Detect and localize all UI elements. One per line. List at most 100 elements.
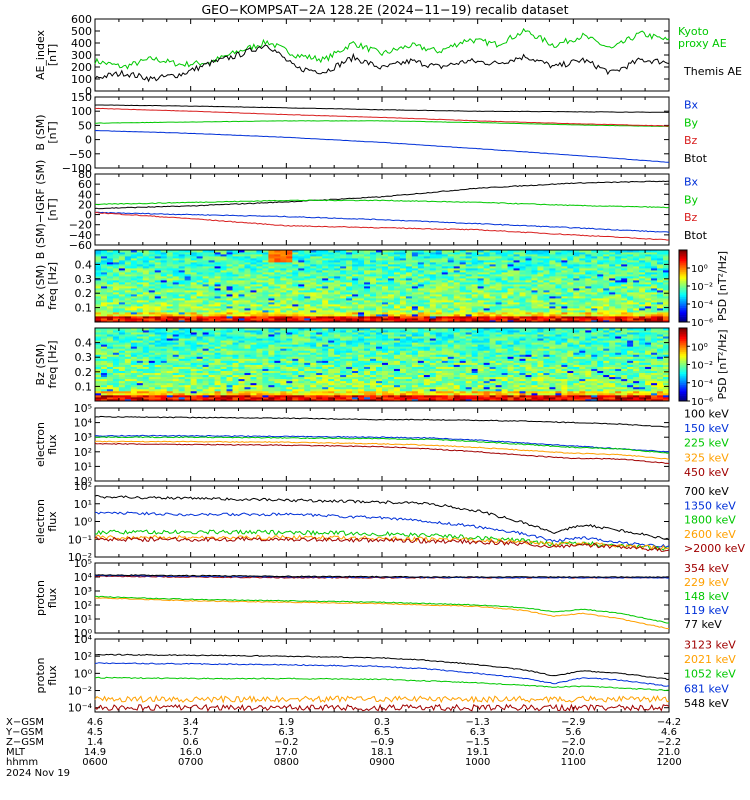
spectrogram-cell: [567, 250, 574, 253]
spectrogram-cell: [100, 348, 108, 351]
spectrogram-cell: [471, 276, 479, 279]
spectrogram-cell: [340, 268, 347, 271]
spectrogram-cell: [172, 264, 180, 267]
spectrogram-cell: [220, 258, 227, 261]
spectrogram-cell: [100, 282, 108, 285]
spectrogram-cell: [579, 276, 586, 279]
spectrogram-cell: [621, 294, 628, 297]
spectrogram-cell: [136, 272, 144, 275]
spectrogram-cell: [95, 298, 102, 301]
spectrogram-cell: [106, 360, 114, 363]
spectrogram-cell: [465, 268, 473, 271]
spectrogram-cell: [208, 348, 215, 351]
spectrogram-cell: [549, 292, 556, 295]
spectrogram-cell: [387, 302, 395, 305]
spectrogram-cell: [615, 250, 622, 253]
spectrogram-cell: [202, 290, 210, 293]
spectrogram-cell: [280, 338, 287, 341]
spectrogram-cell: [621, 318, 628, 321]
spectrogram-cell: [100, 350, 108, 353]
spectrogram-cell: [609, 282, 616, 285]
spectrogram-cell: [202, 332, 210, 335]
spectrogram-cell: [160, 382, 168, 386]
spectrogram-cell: [142, 282, 150, 285]
spectrogram-cell: [268, 388, 275, 392]
spectrogram-cell: [166, 328, 174, 331]
spectrogram-cell: [585, 254, 592, 257]
spectrogram-cell: [262, 336, 269, 339]
spectrogram-cell: [95, 394, 102, 398]
spectrogram-cell: [166, 378, 174, 382]
spectrogram-cell: [106, 304, 114, 307]
spectrogram-cell: [316, 300, 323, 303]
spectrogram-cell: [142, 352, 150, 355]
spectrogram-cell: [178, 258, 186, 261]
spectrogram-cell: [334, 280, 341, 283]
spectrogram-cell: [262, 300, 269, 303]
spectrogram-cell: [250, 272, 257, 275]
spectrogram-cell: [95, 390, 102, 394]
spectrogram-cell: [196, 292, 204, 295]
spectrogram-cell: [513, 284, 520, 287]
spectrogram-cell: [537, 288, 544, 291]
spectrogram-cell: [172, 380, 180, 384]
spectrogram-cell: [124, 288, 132, 291]
spectrogram-cell: [447, 308, 455, 311]
spectrogram-cell: [280, 392, 287, 396]
spectrogram-cell: [417, 304, 425, 307]
spectrogram-cell: [142, 374, 150, 378]
spectrogram-cell: [238, 354, 245, 357]
spectrogram-cell: [358, 274, 365, 277]
spectrogram-cell: [220, 330, 227, 333]
spectrogram-cell: [196, 276, 204, 279]
spectrogram-cell: [190, 280, 198, 283]
spectrogram-cell: [178, 332, 186, 335]
spectrogram-cell: [495, 298, 502, 301]
spectrogram-cell: [106, 370, 114, 374]
spectrogram-cell: [555, 270, 562, 273]
spectrogram-cell: [100, 272, 108, 275]
spectrogram-cell: [130, 348, 138, 351]
spectrogram-cell: [268, 316, 275, 319]
spectrogram-cell: [621, 252, 628, 255]
spectrogram-cell: [184, 352, 192, 355]
spectrogram-cell: [178, 280, 186, 283]
spectrogram-cell: [256, 252, 263, 255]
spectrogram-cell: [142, 320, 150, 323]
spectrogram-cell: [95, 294, 102, 297]
spectrogram-cell: [130, 330, 138, 333]
spectrogram-cell: [202, 316, 210, 319]
spectrogram-cell: [268, 270, 275, 273]
spectrogram-cell: [190, 314, 198, 317]
spectrogram-cell: [136, 332, 144, 335]
spectrogram-cell: [495, 276, 502, 279]
spectrogram-cell: [423, 290, 431, 293]
spectrogram-cell: [220, 374, 227, 378]
spectrogram-cell: [627, 292, 634, 295]
spectrogram-cell: [489, 316, 497, 319]
spectrogram-cell: [274, 382, 281, 386]
spectrogram-cell: [328, 266, 335, 269]
spectrogram-cell: [118, 318, 126, 321]
spectrogram-cell: [256, 368, 263, 371]
spectrogram-cell: [118, 396, 126, 400]
spectrogram-cell: [154, 364, 162, 367]
spectrogram-cell: [489, 264, 497, 267]
spectrogram-cell: [459, 254, 467, 257]
spectrogram-cell: [214, 362, 221, 365]
spectrogram-cell: [322, 320, 329, 323]
spectrogram-cell: [280, 270, 287, 273]
spectrogram-cell: [364, 284, 371, 287]
spectrogram-cell: [585, 286, 592, 289]
spectrogram-cell: [232, 276, 239, 279]
spectrogram-cell: [178, 362, 186, 365]
spectrogram-cell: [621, 250, 628, 253]
spectrogram-cell: [154, 346, 162, 349]
spectrogram-cell: [465, 262, 473, 265]
spectrogram-cell: [549, 310, 556, 313]
spectrogram-cell: [525, 290, 532, 293]
spectrogram-cell: [202, 320, 210, 323]
spectrogram-cell: [154, 366, 162, 369]
spectrogram-cell: [304, 266, 311, 269]
spectrogram-cell: [136, 276, 144, 279]
